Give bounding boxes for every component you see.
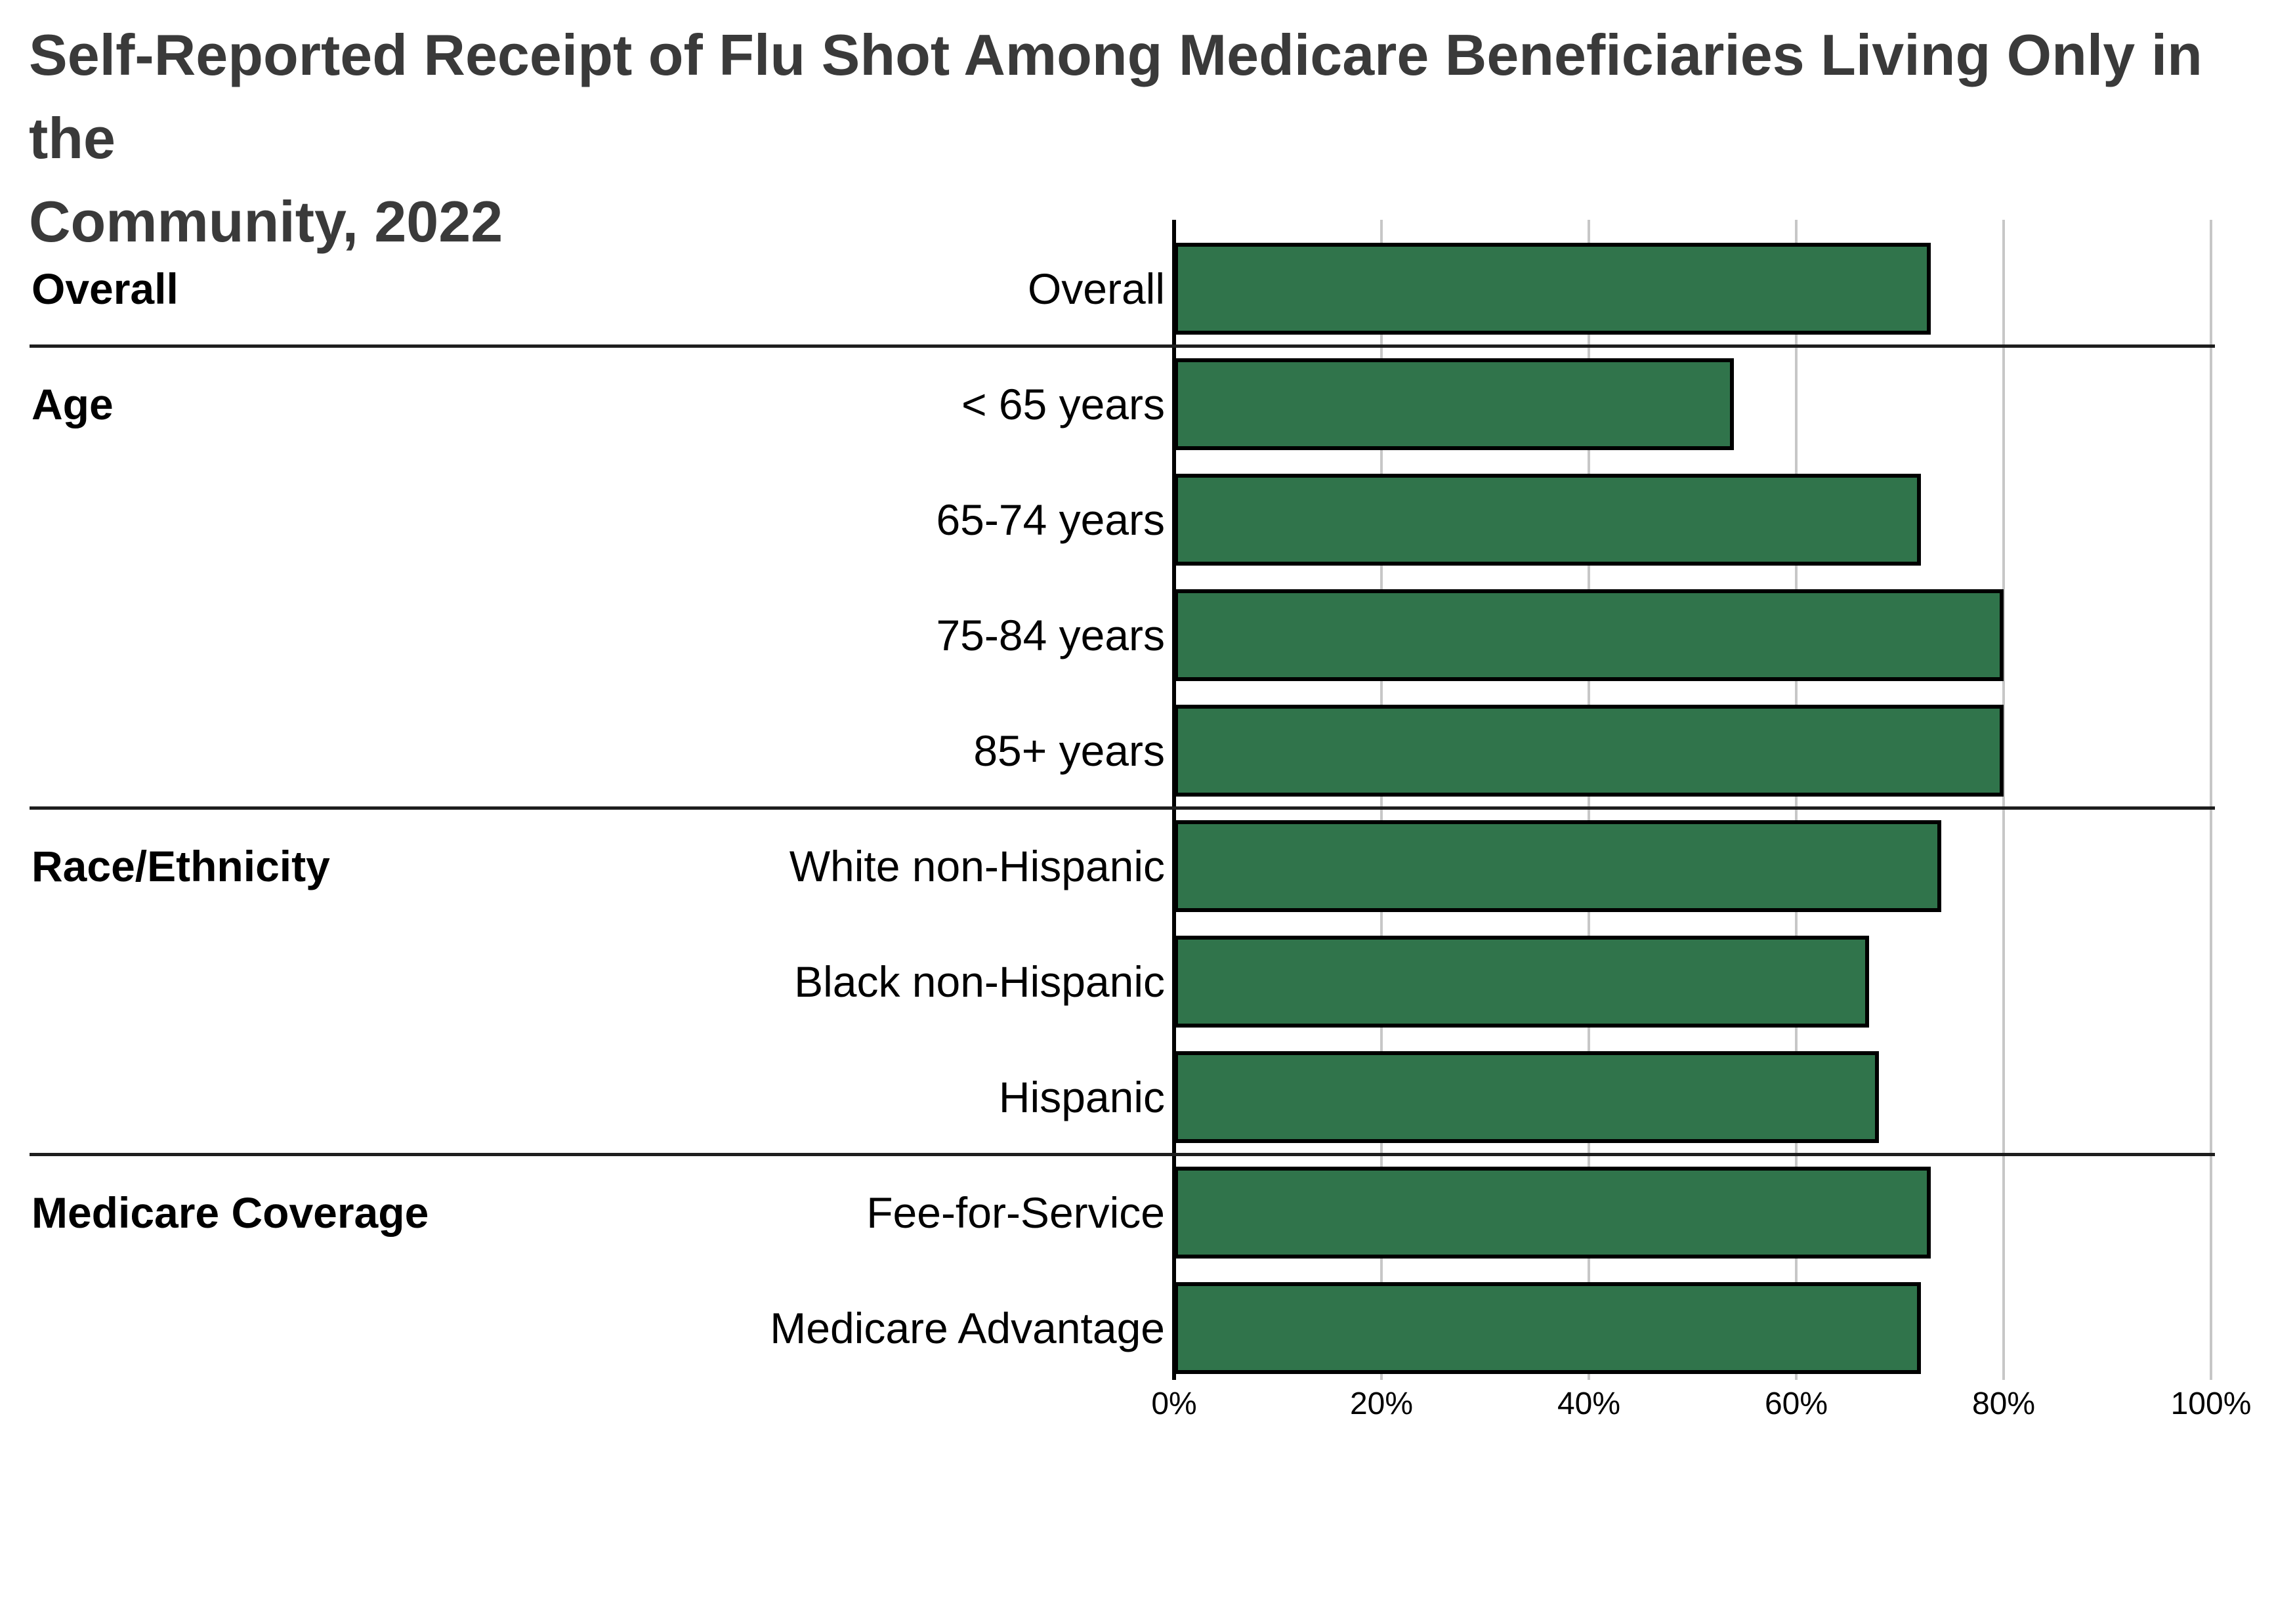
row-label: 85+ years [973, 726, 1165, 775]
x-tick-label: 100% [2170, 1386, 2252, 1421]
row-label: White non-Hispanic [789, 842, 1165, 890]
group-separator-line [30, 1153, 2215, 1156]
chart-title-line-2: Community, 2022 [29, 189, 503, 254]
bar[interactable] [1174, 589, 2004, 681]
grid-line-40 [1588, 220, 1590, 1380]
group-label: Age [32, 380, 114, 428]
group-label: Medicare Coverage [32, 1188, 429, 1237]
x-tick-label: 0% [1151, 1386, 1197, 1421]
x-tick-label: 60% [1764, 1386, 1828, 1421]
row-label: Black non-Hispanic [794, 957, 1165, 1006]
x-tick-label: 80% [1971, 1386, 2036, 1421]
chart-title-line-1: Self-Reported Receipt of Flu Shot Among … [29, 22, 2202, 171]
x-tick-label: 40% [1557, 1386, 1621, 1421]
bar[interactable] [1174, 705, 2004, 797]
x-tick-label: 20% [1349, 1386, 1414, 1421]
bar[interactable] [1174, 820, 1942, 912]
grid-line-80 [2002, 220, 2005, 1380]
row-label: Overall [1027, 264, 1165, 313]
row-label: 75-84 years [936, 611, 1165, 659]
bar[interactable] [1174, 1167, 1931, 1259]
row-label: Hispanic [998, 1073, 1165, 1121]
group-separator-line [30, 806, 2215, 810]
row-label: Medicare Advantage [770, 1304, 1165, 1352]
chart-title: Self-Reported Receipt of Flu Shot Among … [29, 13, 2247, 263]
bar[interactable] [1174, 474, 1921, 566]
group-separator-line [30, 344, 2215, 348]
group-label: Overall [32, 264, 179, 313]
row-label: 65-74 years [936, 495, 1165, 544]
bar[interactable] [1174, 936, 1869, 1028]
grid-line-60 [1795, 220, 1798, 1380]
row-label: < 65 years [961, 380, 1165, 428]
grid-line-100 [2210, 220, 2212, 1380]
bar-chart-plot-area: 0% 20% 40% 60% 80% 100% Overall Overall Age < 65 … [0, 220, 2274, 1467]
bar[interactable] [1174, 243, 1931, 335]
row-label: Fee-for-Service [866, 1188, 1165, 1237]
bar[interactable] [1174, 1051, 1880, 1143]
group-label: Race/Ethnicity [32, 842, 330, 890]
grid-line-20 [1380, 220, 1383, 1380]
bar[interactable] [1174, 358, 1735, 450]
x-axis-zero-line [1172, 220, 1176, 1380]
bar[interactable] [1174, 1282, 1921, 1374]
